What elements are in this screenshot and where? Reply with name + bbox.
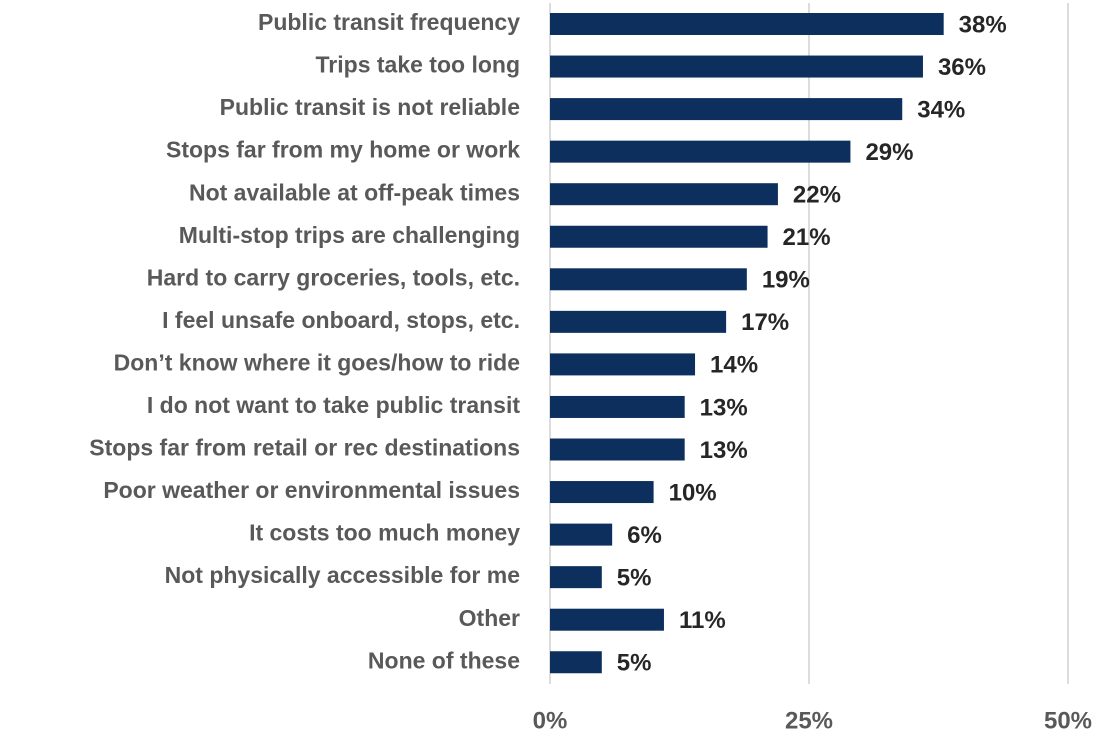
value-label: 6% — [627, 522, 662, 549]
bar — [550, 395, 685, 418]
value-label: 5% — [617, 650, 652, 677]
bar — [550, 566, 602, 589]
value-label: 11% — [679, 607, 726, 634]
value-label: 29% — [865, 139, 913, 166]
bar — [550, 225, 768, 248]
bar — [550, 353, 696, 376]
bar — [550, 140, 851, 163]
value-label: 5% — [617, 564, 652, 591]
category-label: Public transit is not reliable — [220, 94, 520, 120]
bar — [550, 438, 685, 461]
category-label: I feel unsafe onboard, stops, etc. — [162, 307, 520, 333]
value-label: 21% — [783, 224, 831, 251]
bar — [550, 481, 654, 504]
value-label: 22% — [793, 182, 841, 209]
category-label: Not physically accessible for me — [165, 562, 520, 588]
bar — [550, 651, 602, 674]
category-label: Not available at off-peak times — [189, 179, 520, 205]
value-label: 36% — [938, 54, 986, 81]
category-label: Don’t know where it goes/how to ride — [114, 349, 520, 375]
bar — [550, 13, 944, 35]
category-label: None of these — [368, 647, 520, 673]
bar — [550, 98, 903, 121]
value-label: 14% — [710, 352, 758, 379]
category-label: I do not want to take public transit — [147, 392, 520, 418]
value-label: 13% — [700, 437, 748, 464]
category-label: Hard to carry groceries, tools, etc. — [147, 264, 520, 290]
category-label: Public transit frequency — [258, 9, 520, 35]
value-label: 13% — [700, 394, 748, 421]
value-label: 17% — [741, 309, 789, 336]
value-label: 38% — [959, 11, 1007, 38]
bar — [550, 268, 747, 291]
category-label: It costs too much money — [249, 520, 520, 546]
bar — [550, 310, 727, 333]
x-tick-label: 0% — [533, 707, 568, 734]
value-label: 34% — [917, 96, 965, 123]
value-label: 19% — [762, 267, 810, 294]
bar — [550, 608, 664, 631]
bar — [550, 55, 923, 78]
x-tick-label: 25% — [785, 707, 833, 734]
category-label: Stops far from my home or work — [166, 137, 520, 163]
bar — [550, 183, 778, 206]
x-tick-label: 50% — [1044, 707, 1092, 734]
category-label: Multi-stop trips are challenging — [179, 222, 520, 248]
category-label: Stops far from retail or rec destination… — [89, 435, 520, 461]
bar — [550, 523, 613, 546]
category-label: Trips take too long — [316, 52, 520, 78]
category-label: Other — [459, 605, 520, 631]
category-label: Poor weather or environmental issues — [103, 477, 520, 503]
value-label: 10% — [669, 479, 717, 506]
